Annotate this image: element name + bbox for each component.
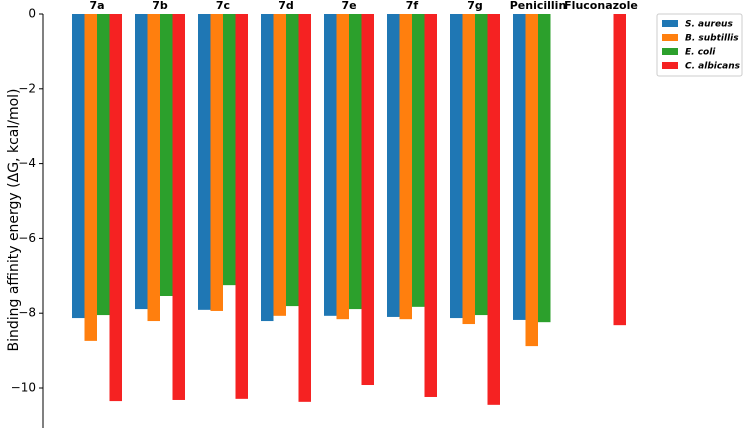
- y-tick-label: −8: [18, 306, 36, 320]
- x-tick-label: 7a: [89, 0, 104, 12]
- bar: [361, 14, 374, 386]
- bar: [412, 14, 425, 307]
- legend-label: S. aureus: [685, 20, 733, 30]
- y-tick-label: −4: [18, 156, 36, 170]
- bar: [462, 14, 475, 325]
- bar: [387, 14, 400, 317]
- bar: [261, 14, 274, 322]
- bar: [487, 14, 500, 405]
- x-tick-label: Penicillin: [510, 0, 567, 12]
- x-tick-label: Fluconazole: [564, 0, 638, 12]
- bar: [298, 14, 311, 402]
- bar: [286, 14, 299, 307]
- x-tick-label: 7b: [152, 0, 168, 12]
- legend-label: E. coli: [685, 48, 716, 58]
- bar: [613, 14, 626, 326]
- legend-swatch: [662, 48, 678, 55]
- bar: [538, 14, 551, 323]
- bar: [198, 14, 211, 310]
- bar: [525, 14, 538, 347]
- bar: [235, 14, 248, 399]
- legend-box: [656, 13, 743, 77]
- legend-label: B. subtillis: [685, 34, 739, 44]
- bar: [84, 14, 97, 341]
- x-tick-label: 7d: [278, 0, 294, 12]
- bar: [336, 14, 349, 320]
- bar: [223, 14, 236, 286]
- bar: [399, 14, 412, 320]
- legend-swatch: [662, 20, 678, 27]
- bar: [349, 14, 362, 310]
- bar: [72, 14, 85, 319]
- y-axis-label: Binding affinity energy (ΔG, kcal/mol): [6, 88, 22, 351]
- bar: [210, 14, 223, 311]
- x-tick-label: 7f: [406, 0, 419, 12]
- bar: [273, 14, 286, 316]
- legend-swatch: [662, 62, 678, 69]
- bar: [97, 14, 110, 316]
- bar: [424, 14, 437, 397]
- bar: [109, 14, 122, 402]
- bar: [172, 14, 185, 400]
- x-tick-label: 7g: [467, 0, 483, 12]
- legend-label: C. albicans: [685, 62, 741, 72]
- y-tick-label: 0: [28, 7, 36, 21]
- bar: [450, 14, 463, 319]
- bar: [475, 14, 488, 316]
- x-tick-label: 7e: [341, 0, 356, 12]
- legend-swatch: [662, 34, 678, 41]
- bar: [513, 14, 526, 320]
- x-tick-label: 7c: [216, 0, 230, 12]
- bar: [324, 14, 337, 316]
- bar: [147, 14, 160, 322]
- y-tick-label: −6: [18, 231, 36, 245]
- bar: [135, 14, 148, 310]
- y-tick-label: −2: [18, 81, 36, 95]
- bar: [160, 14, 173, 296]
- y-tick-label: −10: [11, 381, 36, 395]
